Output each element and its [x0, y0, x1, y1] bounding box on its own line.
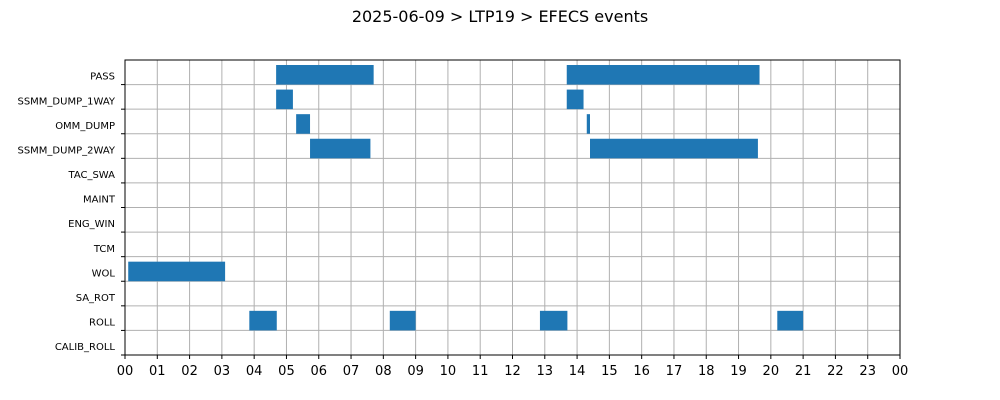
event-bar [777, 310, 804, 331]
event-bar [276, 89, 293, 110]
y-category-label: ROLL [89, 318, 115, 329]
x-tick-label: 00 [117, 364, 134, 379]
y-category-label: SSMM_DUMP_1WAY [17, 96, 115, 107]
x-tick-label: 02 [181, 364, 198, 379]
x-tick-label: 01 [149, 364, 166, 379]
x-tick-label: 23 [859, 364, 876, 379]
event-bar [566, 89, 584, 110]
event-bar [249, 310, 277, 331]
event-bar [296, 114, 311, 134]
grid [124, 60, 901, 355]
event-bar [590, 138, 758, 159]
y-category-label: MAINT [83, 195, 116, 206]
x-tick-label: 16 [633, 364, 650, 379]
x-tick-label: 14 [569, 364, 586, 379]
y-category-label: SA_ROT [76, 293, 116, 304]
x-axis: 00 01 02 03 04 05 06 07 08 09 10 11 12 13 14 15 16 17 18 19… [117, 355, 909, 379]
y-category-label: SSMM_DUMP_2WAY [17, 145, 115, 156]
event-bar [128, 261, 226, 282]
x-tick-label: 11 [472, 364, 489, 379]
x-tick-label: 22 [827, 364, 844, 379]
x-tick-label: 10 [440, 364, 457, 379]
x-tick-label: 03 [214, 364, 231, 379]
y-axis: PASS SSMM_DUMP_1WAY OMM_DUMP SSMM_DUMP_2WAY… [17, 72, 125, 356]
y-category-label: OMM_DUMP [55, 121, 115, 132]
event-bar [276, 65, 374, 85]
x-tick-label: 20 [763, 364, 780, 379]
event-bar [539, 310, 568, 331]
x-tick-label: 05 [278, 364, 295, 379]
x-tick-label: 08 [375, 364, 392, 379]
x-tick-label: 09 [407, 364, 424, 379]
event-bar [389, 310, 416, 331]
y-category-label: PASS [90, 72, 115, 83]
event-bar [586, 114, 590, 134]
x-tick-label: 04 [246, 364, 263, 379]
x-tick-label: 17 [666, 364, 683, 379]
event-bars [128, 65, 804, 331]
x-tick-label: 13 [537, 364, 554, 379]
x-tick-label: 06 [310, 364, 327, 379]
y-category-label: ENG_WIN [68, 219, 115, 230]
y-category-label: TCM [93, 244, 115, 255]
x-tick-label: 12 [504, 364, 521, 379]
x-tick-label: 00 [892, 364, 909, 379]
x-tick-label: 15 [601, 364, 618, 379]
x-tick-label: 21 [795, 364, 812, 379]
x-tick-label: 19 [730, 364, 747, 379]
x-tick-label: 07 [343, 364, 360, 379]
y-category-label: TAC_SWA [67, 170, 115, 181]
x-tick-label: 18 [698, 364, 715, 379]
event-bar [310, 138, 371, 159]
event-bar [566, 65, 760, 85]
chart-title: 2025-06-09 > LTP19 > EFECS events [352, 7, 648, 26]
y-category-label: WOL [92, 268, 116, 279]
y-category-label: CALIB_ROLL [55, 342, 116, 353]
